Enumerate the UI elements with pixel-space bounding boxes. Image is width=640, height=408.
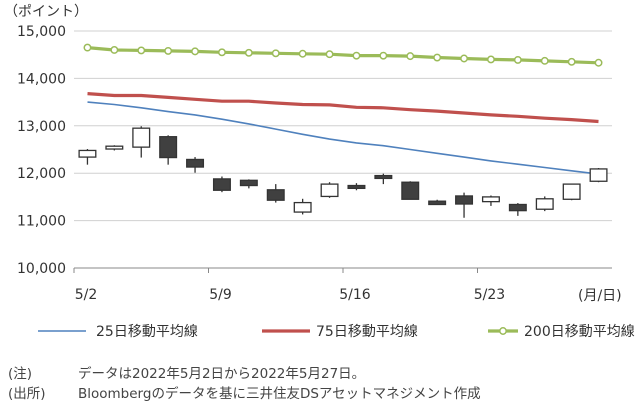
candle-body <box>562 183 581 200</box>
series-marker <box>594 58 603 67</box>
series-marker <box>218 48 226 57</box>
series-line <box>87 92 599 124</box>
series-marker <box>137 46 146 55</box>
legend-label: 200日移動平均線 <box>524 324 635 340</box>
candle-body <box>374 174 393 180</box>
y-tick-label: 11,000 <box>17 214 66 230</box>
series-marker <box>379 51 388 60</box>
candle-body <box>212 178 231 191</box>
note-row: (注) データは2022年5月2日から2022年5月27日。 <box>8 364 481 384</box>
x-tick-label: 5/23 <box>474 287 505 303</box>
candle-body <box>293 201 312 213</box>
candle-body <box>508 203 527 212</box>
series-marker <box>325 50 334 59</box>
candle-body <box>535 198 554 210</box>
y-tick-label: 12,000 <box>17 166 66 182</box>
series-marker <box>83 43 92 52</box>
series-marker <box>110 46 119 54</box>
gridlines <box>74 30 612 269</box>
candle-body <box>401 181 420 200</box>
series-marker <box>164 46 173 55</box>
note-key: (注) <box>8 366 33 382</box>
note-text: データは2022年5月2日から2022年5月27日。 <box>78 366 366 382</box>
y-tick-label: 14,000 <box>17 71 66 87</box>
series-marker <box>487 55 495 64</box>
candle-body <box>589 168 608 182</box>
x-tick-label: 5/16 <box>339 287 371 303</box>
x-tick-label: 5/2 <box>75 287 98 303</box>
legend-label: 25日移動平均線 <box>96 324 198 340</box>
series-marker <box>513 55 522 64</box>
series-marker <box>460 54 468 63</box>
candle-body <box>78 149 97 158</box>
y-axis-unit-label: （ポイント） <box>4 4 88 20</box>
x-tick-label: 5/9 <box>209 287 232 303</box>
chart: （ポイント） 10,000 11,000 12,000 13,000 14,000 15,… <box>4 4 635 340</box>
series-marker <box>244 48 253 57</box>
y-tick-label: 10,000 <box>17 261 66 277</box>
series-marker <box>298 49 307 58</box>
candle-body <box>320 183 339 198</box>
series-marker <box>271 49 280 58</box>
candle-body <box>347 184 366 190</box>
series-line <box>87 46 599 65</box>
series-marker <box>406 52 415 61</box>
candle-body <box>186 158 205 168</box>
legend-label: 75日移動平均線 <box>316 324 418 340</box>
series-marker <box>540 56 549 65</box>
candle-body <box>428 200 447 206</box>
candle-body <box>455 195 474 205</box>
y-axis-ticks: 10,000 11,000 12,000 13,000 14,000 15,000 <box>17 24 66 277</box>
candle-body <box>481 196 500 203</box>
y-tick-label: 15,000 <box>17 24 66 40</box>
moving-average-lines <box>83 43 603 175</box>
candle-body <box>105 145 124 150</box>
x-axis: 5/2 5/9 5/16 5/23 <box>73 267 612 303</box>
y-tick-label: 13,000 <box>17 119 66 135</box>
legend-marker <box>499 327 507 335</box>
source-row: (出所) Bloombergのデータを基に三井住友DSアセットマネジメント作成 <box>8 384 481 404</box>
candle-body <box>266 189 285 201</box>
legend: 25日移動平均線 75日移動平均線 200日移動平均線 <box>38 324 635 340</box>
footnotes: (注) データは2022年5月2日から2022年5月27日。 (出所) Bloo… <box>8 364 481 404</box>
series-marker <box>352 51 361 60</box>
series-marker <box>433 53 442 62</box>
source-text: Bloombergのデータを基に三井住友DSアセットマネジメント作成 <box>78 386 481 402</box>
candle-body <box>132 127 151 148</box>
candle-body <box>239 179 258 187</box>
source-key: (出所) <box>8 386 46 402</box>
series-marker <box>191 47 200 56</box>
x-axis-unit-label: (月/日) <box>578 288 622 304</box>
candle-body <box>159 136 178 159</box>
series-line <box>87 101 599 175</box>
series-marker <box>567 57 576 66</box>
candlesticks <box>78 126 608 218</box>
